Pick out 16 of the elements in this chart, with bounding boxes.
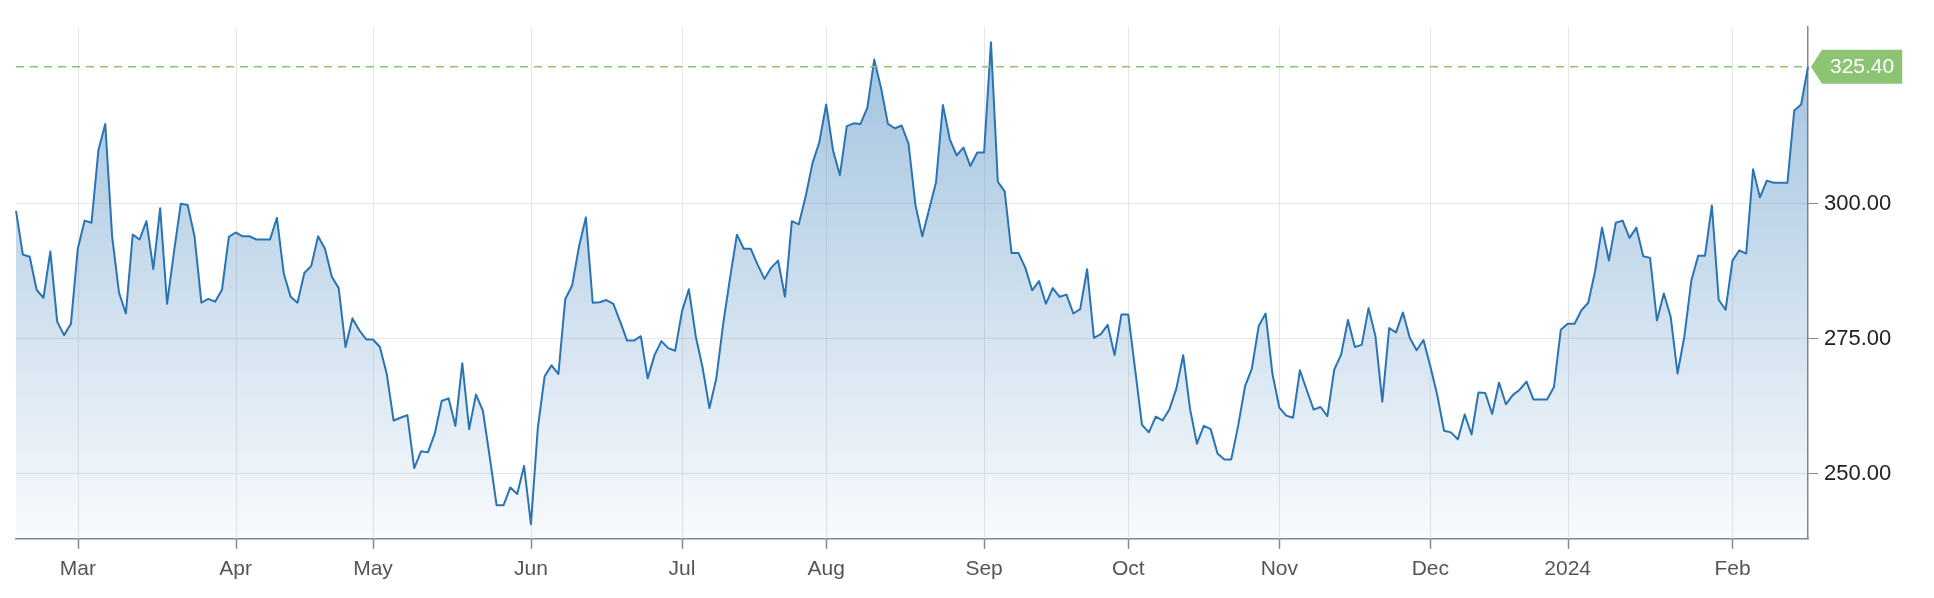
- x-tick-label: Feb: [1714, 556, 1751, 580]
- ref-line-label: 325.40: [1830, 54, 1895, 78]
- y-tick-label: 300.00: [1824, 189, 1892, 215]
- x-tick-label: Nov: [1260, 556, 1299, 580]
- x-tick-label: Jul: [668, 556, 696, 580]
- y-tick-label: 275.00: [1824, 324, 1892, 350]
- x-tick-label: Oct: [1111, 556, 1145, 580]
- x-tick-label: 2024: [1544, 556, 1592, 580]
- x-tick-label: Dec: [1411, 556, 1450, 580]
- x-tick-label: Mar: [59, 556, 96, 580]
- x-tick-label: Sep: [965, 556, 1003, 580]
- x-tick-label: May: [353, 556, 394, 580]
- x-tick-label: Aug: [807, 556, 845, 580]
- y-tick-label: 250.00: [1824, 460, 1892, 486]
- x-tick-label: Apr: [219, 556, 253, 580]
- x-tick-label: Jun: [514, 556, 548, 580]
